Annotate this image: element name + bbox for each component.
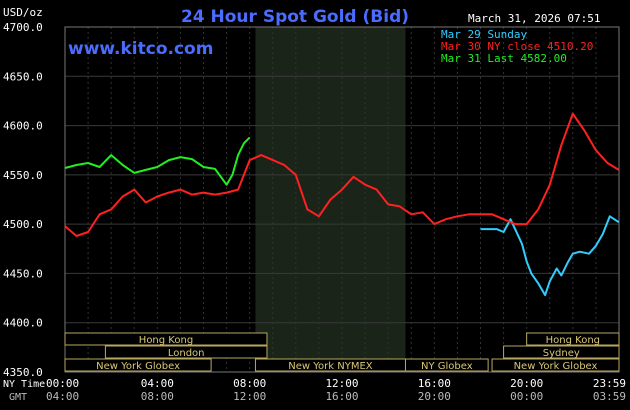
session-label: New York Globex [514,361,598,372]
plot-border [64,26,620,373]
x-tick-label-ny: 00:00 [46,377,79,390]
session-bar [491,358,620,372]
y-tick-label: 4500.0 [3,218,43,231]
kitco-watermark: www.kitco.com [68,39,213,59]
legend: Mar 29 Sunday Mar 30 NY close 4510.20 Ma… [441,28,593,65]
session-bar [503,345,620,359]
y-tick-label: 4400.0 [3,317,43,330]
price-series [64,112,620,297]
legend-item-ny-close: Mar 30 NY close 4510.20 [441,40,593,53]
chart-title: 24 Hour Spot Gold (Bid) [181,7,409,27]
x-tick-label-ny: 23:59 [593,377,626,390]
x-tick-label-gmt: 16:00 [325,390,358,403]
axes: 4700.0 4650.0 4600.0 4550.0 4500.0 4450.0 4400… [3,21,626,403]
legend-item-sunday: Mar 29 Sunday [441,28,527,41]
x-tick-label-ny: 20:00 [510,377,543,390]
x-tick-label-ny: 12:00 [325,377,358,390]
session-label: NY Globex [421,361,473,372]
session-bar [526,332,620,346]
x-tick-label-gmt: 03:59 [593,390,626,403]
session-label: New York Globex [96,361,180,372]
x-tick-label-gmt: 20:00 [418,390,451,403]
session-label: Hong Kong [546,335,600,346]
x-tick-label-ny: 08:00 [233,377,266,390]
x-tick-label-gmt: 08:00 [141,390,174,403]
session-label: London [168,348,205,359]
units-label: USD/oz [3,6,43,19]
y-tick-label: 4650.0 [3,70,43,83]
grid [64,26,620,373]
session-bar [104,345,268,359]
y-tick-label: 4450.0 [3,267,43,280]
x-tick-label-ny: 04:00 [141,377,174,390]
y-tick-label: 4550.0 [3,169,43,182]
gmt-label: GMT [9,392,27,403]
session-label: New York NYMEX [288,361,373,372]
legend-item-last: Mar 31 Last 4582.00 [441,52,567,65]
timestamp: March 31, 2026 07:51 [468,12,600,25]
y-tick-label: 4350.0 [3,366,43,379]
trading-sessions: Hong Kong Hong Kong London Sydney New York G… [64,332,620,372]
y-tick-label: 4600.0 [3,120,43,133]
session-bar [64,332,268,346]
x-tick-label-ny: 16:00 [418,377,451,390]
y-tick-label: 4700.0 [3,21,43,34]
session-label: Sydney [543,348,580,359]
ny-time-label: NY Time [3,379,45,390]
session-label: Hong Kong [139,335,193,346]
x-tick-label-gmt: 04:00 [46,390,79,403]
series-line [64,136,251,186]
x-tick-label-gmt: 12:00 [233,390,266,403]
series-line [64,112,620,237]
x-tick-label-gmt: 00:00 [510,390,543,403]
session-bar [404,358,489,372]
session-bar [64,358,212,372]
